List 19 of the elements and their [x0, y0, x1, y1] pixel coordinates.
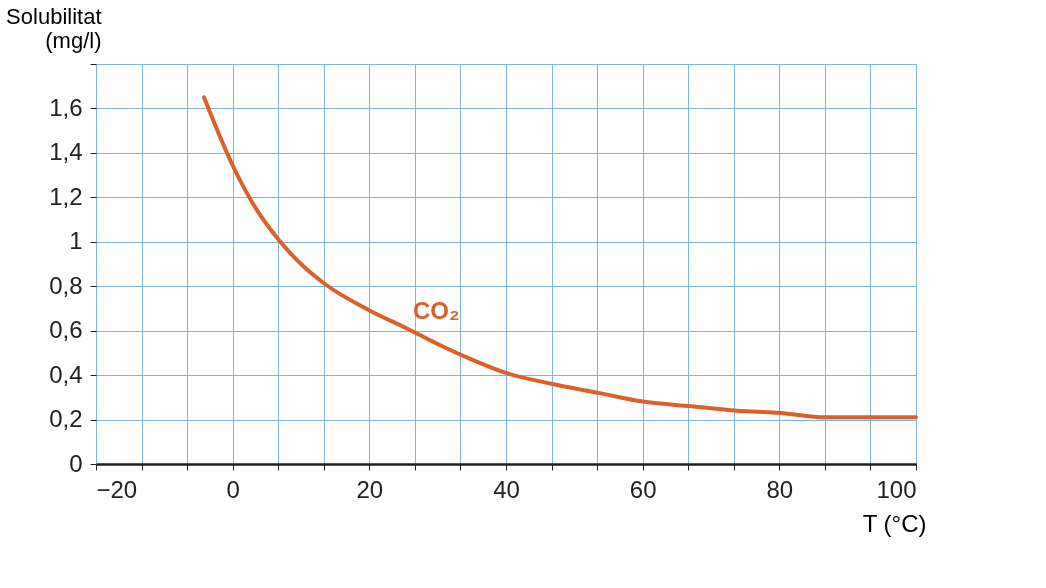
y-tick-label: 0,2	[49, 405, 83, 433]
y-tick-label: 1	[69, 227, 83, 255]
x-tick-label: 80	[766, 475, 794, 503]
y-tick-label: 0,8	[49, 271, 83, 299]
y-axis-title: Solubilitat (mg/l)	[6, 3, 102, 53]
x-tick-label: 40	[493, 475, 520, 503]
y-tick-label: 0,6	[49, 316, 83, 344]
y-tick-label: 1,2	[49, 182, 83, 210]
x-axis-title: T (°C)	[862, 509, 927, 537]
x-tick-label: 60	[629, 475, 657, 503]
x-tick-label: 0	[226, 475, 240, 503]
x-tick-label: 20	[356, 475, 384, 503]
line-series	[201, 95, 918, 420]
y-tick-label: 0	[69, 449, 83, 477]
y-tick-label: 1,6	[49, 93, 83, 121]
y-tick-label: 1,4	[49, 138, 83, 166]
x-tick-label: 100	[876, 475, 917, 503]
y-tick-label: 0,4	[49, 360, 83, 388]
x-tick-label: −20	[96, 475, 138, 503]
